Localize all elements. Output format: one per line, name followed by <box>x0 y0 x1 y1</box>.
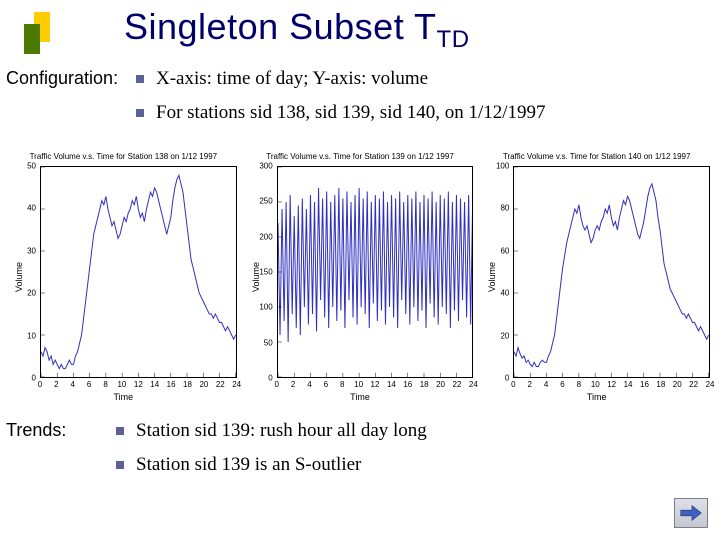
trends-label: Trends: <box>6 420 116 441</box>
yticks-2: 020406080100 <box>493 166 511 378</box>
chart-title-2: Traffic Volume v.s. Time for Station 140… <box>479 152 714 161</box>
slide-title: Singleton Subset TTD <box>124 6 470 54</box>
trends-section: Trends: Station sid 139: rush hour all d… <box>6 420 427 488</box>
chart-title-1: Traffic Volume v.s. Time for Station 139… <box>243 152 478 161</box>
config-bullet-0: X-axis: time of day; Y-axis: volume <box>136 68 546 90</box>
line-svg-0 <box>41 167 236 377</box>
next-slide-button[interactable] <box>674 498 708 528</box>
chart-xlabel-1: Time <box>243 392 478 402</box>
chart-station-139: Traffic Volume v.s. Time for Station 139… <box>243 152 478 402</box>
xticks-1: 024681012141618202224 <box>277 380 474 390</box>
configuration-label: Configuration: <box>6 68 136 89</box>
xticks-0: 024681012141618202224 <box>40 380 237 390</box>
trends-bullet-0: Station sid 139: rush hour all day long <box>116 420 427 442</box>
config-bullet-1: For stations sid 138, sid 139, sid 140, … <box>136 102 546 124</box>
trends-bullets: Station sid 139: rush hour all day long … <box>116 420 427 488</box>
chart-xlabel-0: Time <box>6 392 241 402</box>
chart-title-0: Traffic Volume v.s. Time for Station 138… <box>6 152 241 161</box>
plot-area-2 <box>513 166 710 378</box>
configuration-bullets: X-axis: time of day; Y-axis: volume For … <box>136 68 546 136</box>
configuration-section: Configuration: X-axis: time of day; Y-ax… <box>6 68 546 136</box>
chart-station-138: Traffic Volume v.s. Time for Station 138… <box>6 152 241 402</box>
trends-bullet-1: Station sid 139 is an S-outlier <box>116 454 427 476</box>
yticks-0: 01020304050 <box>20 166 38 378</box>
line-svg-2 <box>514 167 709 377</box>
chart-xlabel-2: Time <box>479 392 714 402</box>
plot-area-1 <box>277 166 474 378</box>
chart-station-140: Traffic Volume v.s. Time for Station 140… <box>479 152 714 402</box>
xticks-2: 024681012141618202224 <box>513 380 710 390</box>
arrow-icon <box>675 499 707 527</box>
title-decoration-green <box>24 24 40 54</box>
line-svg-1 <box>278 167 473 377</box>
title-main: Singleton Subset T <box>124 6 437 47</box>
title-subscript: TD <box>437 26 470 53</box>
yticks-1: 050100150200250300 <box>257 166 275 378</box>
slide-title-block: Singleton Subset TTD <box>24 6 470 54</box>
charts-row: Traffic Volume v.s. Time for Station 138… <box>6 152 714 402</box>
plot-area-0 <box>40 166 237 378</box>
